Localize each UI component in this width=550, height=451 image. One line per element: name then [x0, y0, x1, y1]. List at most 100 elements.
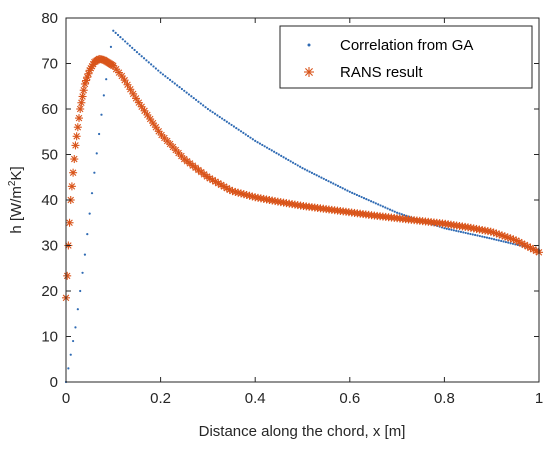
- y-tick-label: 30: [41, 238, 58, 255]
- legend-asterisk: [304, 67, 314, 77]
- data-point-correlation: [348, 190, 351, 193]
- data-point-correlation: [239, 130, 243, 133]
- data-point-correlation: [192, 96, 195, 100]
- data-point-correlation: [225, 120, 228, 123]
- data-point-rans: [134, 98, 143, 107]
- data-marks: [62, 29, 543, 384]
- data-point-correlation: [488, 237, 491, 240]
- data-point-correlation: [67, 367, 70, 370]
- data-point-correlation: [481, 235, 484, 238]
- data-point-correlation: [138, 53, 141, 56]
- data-point-correlation: [216, 114, 219, 117]
- data-point-correlation: [277, 153, 280, 156]
- data-point-rans: [140, 106, 149, 115]
- data-point-correlation: [265, 146, 269, 149]
- data-point-rans: [129, 89, 138, 98]
- data-point-correlation: [459, 230, 463, 233]
- data-point-correlation: [306, 169, 309, 172]
- data-point-correlation: [147, 61, 150, 64]
- x-tick-label: 0.6: [339, 390, 360, 407]
- data-point-correlation: [308, 170, 311, 173]
- data-point-rans: [132, 94, 141, 103]
- data-point-correlation: [355, 193, 358, 197]
- data-point-correlation: [131, 46, 134, 49]
- legend-label-correlation: Correlation from GA: [340, 37, 473, 54]
- data-point-correlation: [185, 91, 188, 94]
- y-tick-label: 50: [41, 147, 58, 164]
- data-point-correlation: [367, 199, 370, 202]
- data-point-correlation: [93, 171, 96, 174]
- data-point-correlation: [74, 326, 77, 329]
- data-point-rans: [65, 218, 74, 227]
- legend-box: [279, 25, 533, 89]
- data-point-correlation: [69, 353, 72, 356]
- y-tick-label: 60: [41, 101, 58, 118]
- data-point-correlation: [294, 162, 297, 166]
- data-point-correlation: [237, 128, 240, 131]
- data-point-correlation: [351, 191, 354, 194]
- data-point-correlation: [273, 150, 276, 153]
- data-point-correlation: [183, 89, 186, 92]
- data-point-correlation: [289, 160, 292, 163]
- data-point-correlation: [209, 109, 212, 112]
- data-point-correlation: [112, 29, 115, 32]
- data-point-correlation: [230, 123, 233, 127]
- data-point-correlation: [242, 131, 245, 134]
- data-point-correlation: [483, 236, 486, 239]
- data-point-correlation: [362, 196, 366, 200]
- data-point-correlation: [211, 111, 214, 114]
- data-point-correlation: [400, 213, 403, 216]
- data-point-correlation: [95, 152, 98, 155]
- data-point-correlation: [317, 175, 321, 178]
- data-point-correlation: [76, 308, 79, 311]
- y-tick-label: 20: [41, 283, 58, 300]
- legend-symbol-correlation: [307, 43, 311, 47]
- data-point-correlation: [445, 227, 448, 230]
- data-point-rans: [76, 105, 85, 113]
- data-point-correlation: [142, 57, 146, 60]
- data-point-rans: [77, 98, 86, 107]
- data-point-correlation: [343, 188, 347, 191]
- data-point-correlation: [490, 237, 493, 240]
- data-point-correlation: [502, 240, 505, 243]
- data-point-correlation: [190, 95, 193, 98]
- data-point-correlation: [199, 102, 202, 105]
- data-point-correlation: [79, 289, 82, 293]
- data-point-correlation: [478, 234, 481, 238]
- data-point-correlation: [466, 232, 470, 235]
- data-point-correlation: [164, 75, 167, 78]
- data-point-correlation: [254, 139, 257, 142]
- data-point-correlation: [159, 71, 162, 74]
- data-point-correlation: [322, 177, 325, 180]
- data-point-correlation: [396, 211, 399, 214]
- data-point-correlation: [296, 164, 299, 167]
- data-point-correlation: [320, 176, 323, 179]
- data-point-rans: [126, 85, 135, 94]
- data-point-correlation: [228, 122, 231, 125]
- data-point-correlation: [313, 172, 316, 176]
- data-point-correlation: [121, 38, 124, 41]
- data-point-rans: [63, 271, 72, 280]
- data-point-correlation: [374, 202, 377, 205]
- data-point-correlation: [128, 44, 131, 47]
- data-point-correlation: [133, 48, 136, 52]
- data-point-correlation: [332, 182, 335, 185]
- data-point-rans: [149, 119, 158, 128]
- data-point-rans: [137, 102, 146, 111]
- data-point-correlation: [358, 194, 361, 198]
- x-tick-label: 1: [535, 390, 543, 407]
- data-point-correlation: [462, 231, 465, 234]
- y-tick-label: 10: [41, 329, 58, 346]
- data-point-correlation: [450, 228, 453, 231]
- data-point-correlation: [114, 31, 117, 34]
- y-axis-label-superscript: 2: [7, 180, 18, 186]
- data-point-correlation: [178, 86, 181, 89]
- data-point-correlation: [194, 98, 198, 101]
- data-point-correlation: [310, 171, 314, 174]
- data-point-correlation: [166, 76, 169, 80]
- data-point-correlation: [471, 233, 474, 236]
- data-point-correlation: [284, 157, 288, 160]
- data-point-correlation: [377, 203, 380, 206]
- data-point-correlation: [124, 40, 127, 43]
